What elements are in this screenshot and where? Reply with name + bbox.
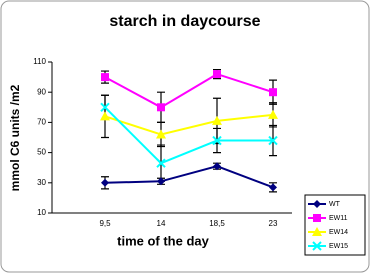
marker [313,200,321,208]
x-tick-label: 14 [157,219,166,228]
y-tick-label: 10 [37,208,46,217]
series-line [104,72,274,109]
legend-label: EW15 [329,243,348,250]
marker [268,109,278,119]
marker [212,115,222,125]
marker [100,111,110,121]
series-line [104,113,274,136]
x-tick-label: 23 [269,219,278,228]
marker [157,177,165,186]
marker [213,70,221,79]
y-tick-label: 70 [37,118,46,127]
series-line [104,106,273,165]
y-tick-label: 50 [37,148,46,157]
series-line [104,165,274,189]
x-tick-label: 18,5 [209,219,225,228]
marker [101,73,109,82]
marker [268,135,278,146]
legend-label: EW11 [329,215,348,222]
marker [269,88,277,97]
chart-title: starch in daycourse [109,13,260,30]
marker [269,183,277,192]
legend-label: EW14 [329,229,348,236]
y-tick-label: 110 [33,57,46,66]
marker [101,178,109,187]
marker [212,135,222,146]
y-axis-label: mmol C6 units /m2 [8,84,22,191]
y-tick-label: 30 [37,178,46,187]
y-tick-label: 90 [37,87,46,96]
marker [156,158,166,168]
marker [100,102,110,113]
marker [157,103,165,112]
marker [312,241,322,251]
marker [313,214,321,222]
legend-label: WT [329,201,341,208]
x-tick-label: 9,5 [99,219,111,228]
x-axis-label: time of the day [117,233,210,248]
marker [213,162,221,171]
marker [156,129,166,139]
marker [312,227,322,236]
